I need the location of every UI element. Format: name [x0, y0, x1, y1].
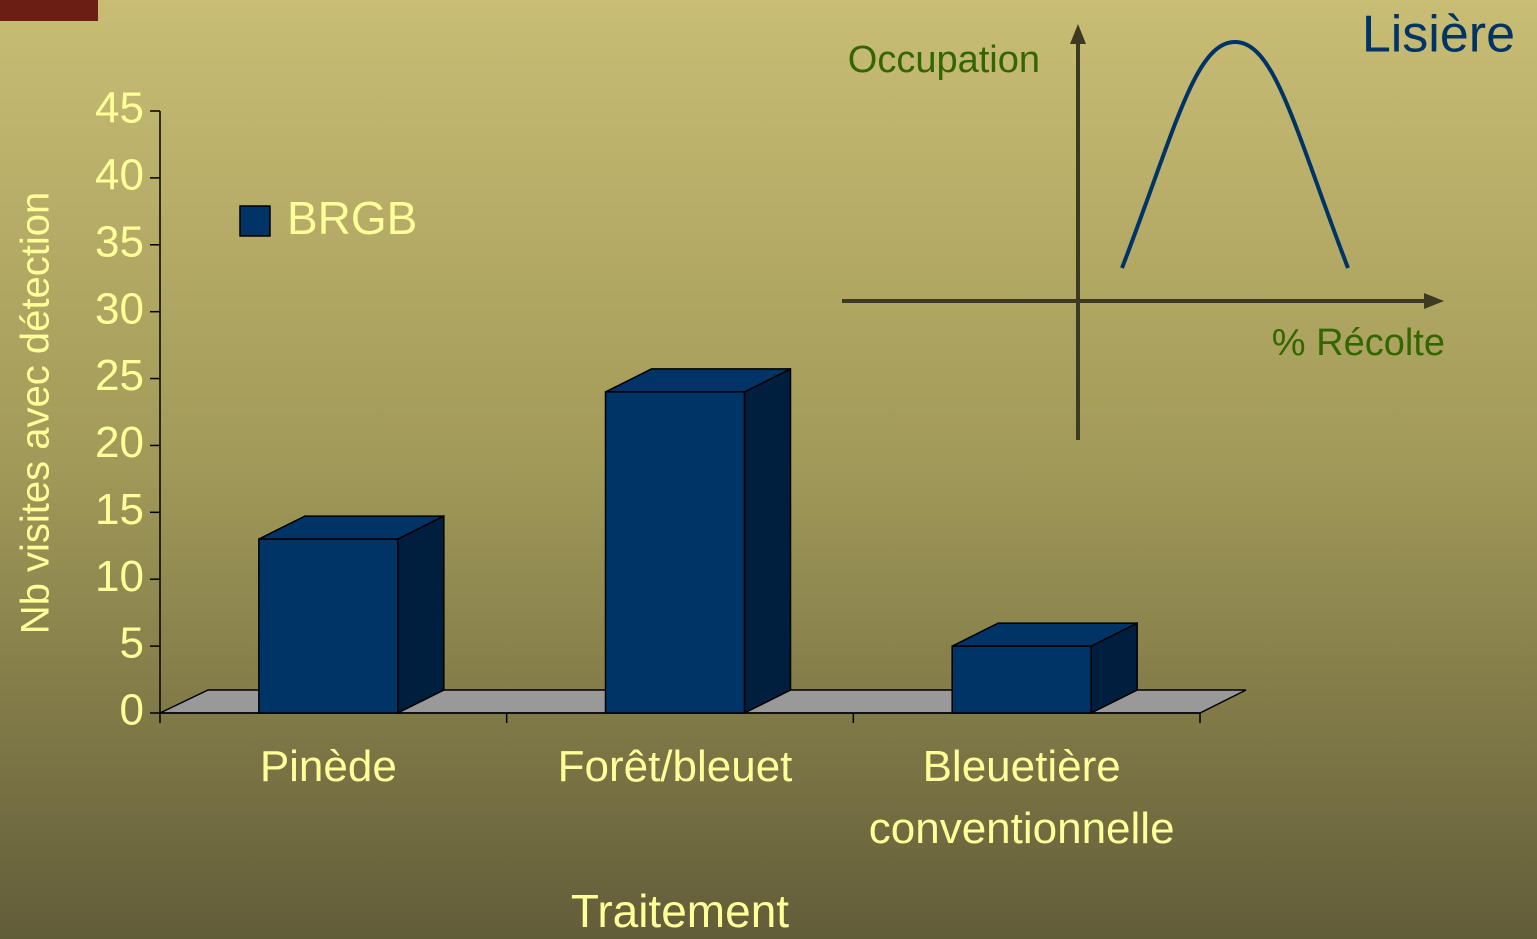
y-axis-label: Nb visites avec détection	[14, 192, 58, 634]
bar	[952, 623, 1137, 713]
y-tick-label: 5	[120, 619, 144, 668]
corner-image	[0, 0, 98, 21]
legend-swatch	[240, 206, 270, 236]
chart: Nb visites avec détection Traitement Occ…	[0, 0, 1537, 939]
y-tick-label: 30	[95, 284, 144, 333]
y-tick-label: 20	[95, 418, 144, 467]
bar-side	[398, 516, 444, 713]
inset-y-label: Occupation	[848, 39, 1040, 81]
bar	[606, 369, 791, 713]
bar	[259, 516, 444, 713]
y-tick-label: 40	[95, 151, 144, 200]
inset-x-label: % Récolte	[1272, 322, 1445, 364]
x-tick-label: Forêt/bleuet	[505, 736, 845, 798]
bar-front	[952, 646, 1091, 713]
x-axis-label: Traitement	[571, 885, 789, 937]
x-tick-label: Bleuetière conventionnelle	[852, 736, 1192, 860]
y-tick-label: 0	[120, 686, 144, 735]
inset-title: Lisière	[1362, 6, 1515, 64]
y-tick-label: 25	[95, 351, 144, 400]
y-tick-label: 15	[95, 485, 144, 534]
bar-front	[259, 539, 398, 713]
y-tick-label: 10	[95, 552, 144, 601]
inset-curve	[1122, 42, 1348, 268]
y-tick-label: 35	[95, 217, 144, 266]
x-tick-label: Pinède	[158, 736, 498, 798]
legend-label: BRGB	[287, 192, 417, 244]
bar-front	[606, 392, 745, 713]
slide: Nb visites avec détection Traitement Occ…	[0, 0, 1537, 939]
bar-side	[745, 369, 791, 713]
inset-arrow	[1424, 293, 1444, 309]
inset-diagram: Occupation % Récolte Lisière	[842, 6, 1515, 440]
y-tick-label: 45	[95, 84, 144, 133]
inset-arrow	[1070, 24, 1086, 44]
